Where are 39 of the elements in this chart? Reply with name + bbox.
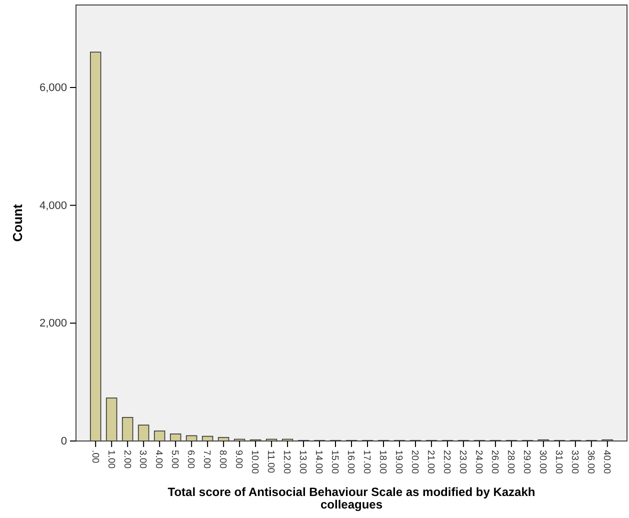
x-tick-label: .00	[89, 450, 100, 464]
y-tick-label: 6,000	[39, 82, 67, 94]
x-tick-label: 15.00	[329, 450, 340, 474]
x-tick-label: 18.00	[377, 450, 388, 474]
x-tick-label: 4.00	[153, 450, 164, 468]
x-tick-label: 13.00	[297, 450, 308, 474]
y-tick-label: 0	[60, 436, 67, 448]
x-tick-label: 1.00	[105, 450, 116, 468]
x-tick-label: 24.00	[473, 450, 484, 474]
x-tick-label: 8.00	[217, 450, 228, 468]
x-tick-label: 17.00	[361, 450, 372, 474]
x-tick-label: 3.00	[137, 450, 148, 468]
x-tick-label: 21.00	[425, 450, 436, 474]
x-tick-label: 36.00	[585, 450, 596, 474]
y-axis-title: Count	[10, 204, 25, 242]
x-tick-label: 9.00	[233, 450, 244, 468]
x-tick-label: 14.00	[313, 450, 324, 474]
x-tick-label: 5.00	[169, 450, 180, 468]
x-tick-label: 16.00	[345, 450, 356, 474]
x-tick-label: 23.00	[457, 450, 468, 474]
x-tick-label: 26.00	[489, 450, 500, 474]
x-tick-label: 10.00	[249, 450, 260, 474]
x-tick-label: 7.00	[201, 450, 212, 468]
x-tick-label: 40.00	[601, 450, 612, 474]
x-tick-label: 20.00	[409, 450, 420, 474]
x-tick-label: 19.00	[393, 450, 404, 474]
x-tick-label: 11.00	[265, 450, 276, 474]
x-tick-label: 29.00	[521, 450, 532, 474]
x-tick-label: 33.00	[569, 450, 580, 474]
x-tick-label: 31.00	[553, 450, 564, 474]
y-tick-label: 4,000	[39, 200, 67, 212]
x-axis-title: Total score of Antisocial Behaviour Scale as modified by Kazakh colleagues	[168, 485, 536, 512]
y-tick-label: 2,000	[39, 318, 67, 330]
x-tick-label: 30.00	[537, 450, 548, 474]
x-tick-label: 12.00	[281, 450, 292, 474]
x-tick-label: 28.00	[505, 450, 516, 474]
x-tick-label: 22.00	[441, 450, 452, 474]
x-tick-label: 6.00	[185, 450, 196, 468]
x-tick-label: 2.00	[121, 450, 132, 468]
